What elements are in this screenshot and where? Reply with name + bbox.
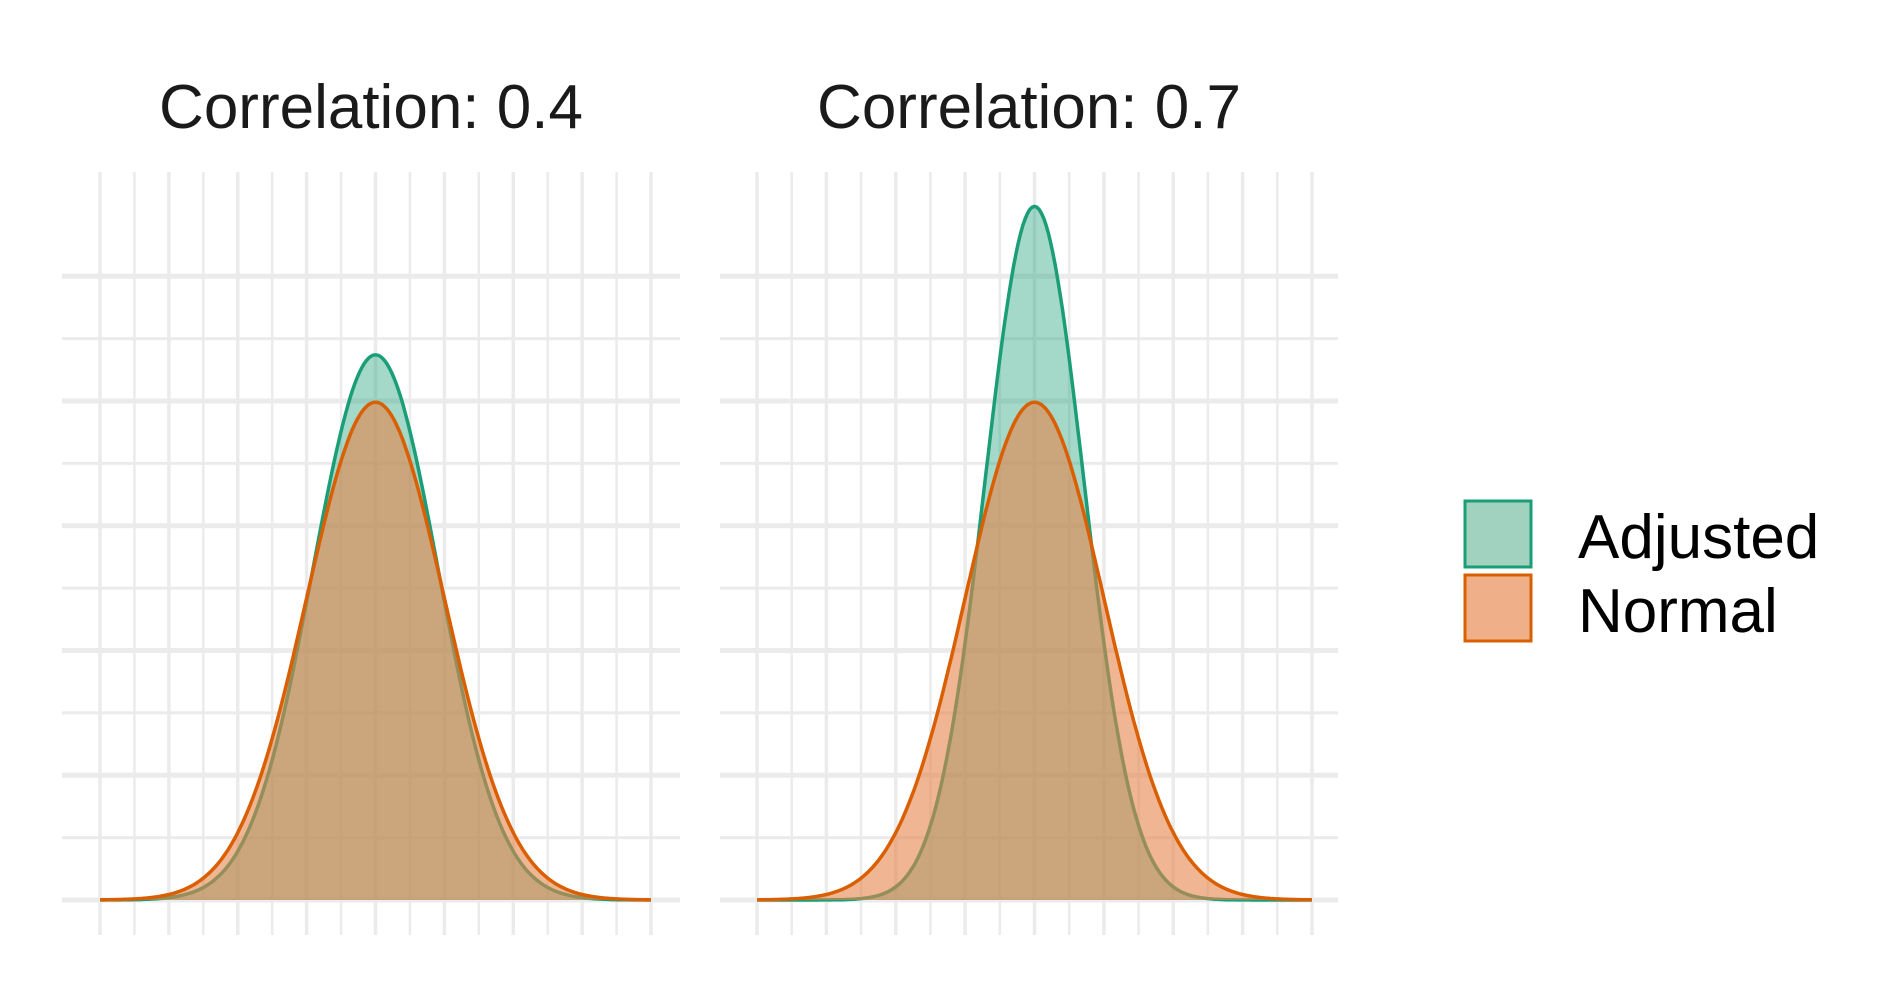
legend-key-adjusted bbox=[1463, 499, 1533, 569]
density-line-normal bbox=[757, 400, 1312, 902]
panel-title: Correlation: 0.4 bbox=[159, 73, 583, 142]
legend: Adjusted Normal bbox=[1463, 499, 1819, 646]
series-layer bbox=[757, 204, 1312, 902]
panel-correlation-0-4: Correlation: 0.4 bbox=[62, 73, 680, 935]
legend-label-adjusted: Adjusted bbox=[1578, 503, 1819, 572]
density-line-normal bbox=[100, 400, 651, 902]
legend-label-normal: Normal bbox=[1578, 577, 1778, 646]
panel-correlation-0-7: Correlation: 0.7 bbox=[720, 73, 1338, 935]
series-layer bbox=[100, 353, 651, 902]
legend-key-normal bbox=[1463, 573, 1533, 643]
density-area-normal bbox=[757, 402, 1312, 900]
panel-title: Correlation: 0.7 bbox=[817, 73, 1241, 142]
density-area-normal bbox=[100, 402, 651, 900]
grid bbox=[720, 172, 1338, 935]
